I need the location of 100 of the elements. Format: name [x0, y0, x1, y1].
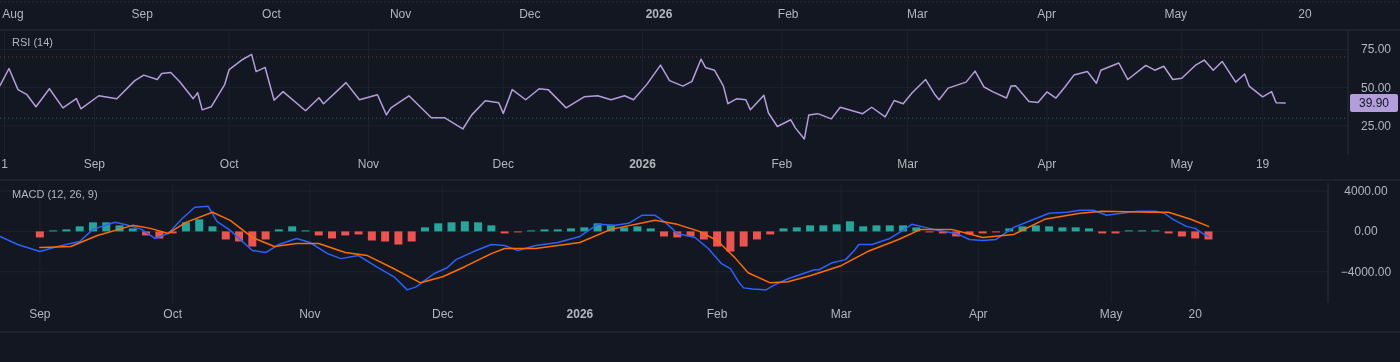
- y-tick-label: 4000.00: [1344, 184, 1389, 199]
- bar: [195, 219, 204, 232]
- bar: [580, 227, 589, 232]
- text: Apr: [1037, 7, 1056, 21]
- bar: [35, 231, 44, 238]
- x-tick-label: 2026: [566, 307, 594, 321]
- bar: [540, 229, 549, 232]
- bar: [633, 226, 642, 232]
- bar: [978, 231, 987, 234]
- bar: [660, 231, 668, 237]
- bar: [500, 231, 509, 234]
- bar: [367, 231, 376, 241]
- bar: [1098, 231, 1107, 234]
- bar: [434, 223, 443, 232]
- text: Sep: [131, 7, 154, 21]
- bar: [553, 229, 562, 232]
- bar: [460, 221, 469, 232]
- x-tick-label: Sep: [83, 157, 106, 171]
- bar: [314, 231, 323, 236]
- bar: [739, 231, 748, 247]
- bar: [1071, 227, 1080, 232]
- bar: [328, 231, 336, 239]
- text: Nov: [389, 7, 412, 21]
- bar: [845, 221, 854, 232]
- x-tick-label: Feb: [771, 157, 793, 171]
- text: 20: [1298, 7, 1312, 21]
- bar: [407, 231, 416, 242]
- x-tick-label: Mar: [897, 157, 918, 171]
- line-series: [0, 53, 1286, 140]
- x-tick-label: Dec: [431, 307, 454, 321]
- bar: [341, 231, 350, 236]
- x-tick-label: May: [1099, 307, 1123, 321]
- bar: [420, 227, 429, 232]
- bar: [646, 228, 655, 232]
- bar: [779, 228, 788, 232]
- x-tick-label: Feb: [706, 307, 728, 321]
- bar: [128, 228, 137, 232]
- x-tick-label: Oct: [163, 307, 183, 321]
- chart-title: RSI (14): [12, 36, 53, 48]
- bar: [1164, 231, 1173, 234]
- x-tick-label: May: [1170, 157, 1194, 171]
- text: May: [1164, 7, 1188, 21]
- bar: [792, 227, 801, 232]
- text: 39.90: [1358, 96, 1390, 111]
- y-tick-label: −4000.00: [1340, 264, 1392, 279]
- bar: [221, 231, 230, 240]
- y-tick-label: 50.00: [1360, 80, 1392, 95]
- bar: [1084, 228, 1093, 232]
- bar: [832, 224, 841, 232]
- text: Mar: [907, 7, 928, 21]
- x-tick-label: Mar: [830, 307, 852, 321]
- bar: [766, 231, 775, 235]
- bar: [1191, 231, 1200, 239]
- text: Aug: [2, 7, 24, 21]
- text: 2026: [645, 7, 673, 21]
- bar: [381, 231, 390, 242]
- bar: [261, 231, 270, 240]
- x-tick-label: 19: [1255, 157, 1270, 171]
- bar: [208, 226, 217, 232]
- text: Oct: [262, 7, 282, 21]
- x-tick-label: Apr: [968, 307, 988, 321]
- y-tick-label: 75.00: [1360, 42, 1392, 57]
- bar: [1111, 231, 1120, 234]
- bar: [447, 222, 456, 232]
- x-tick-label: Apr: [1037, 157, 1057, 171]
- bar: [75, 226, 84, 232]
- x-tick-label: 20: [1188, 307, 1203, 321]
- bar: [1058, 227, 1067, 232]
- bar: [354, 231, 363, 235]
- bar: [1177, 231, 1186, 237]
- bar: [1045, 226, 1054, 232]
- bar: [806, 225, 815, 232]
- line-series: [39, 210, 1210, 284]
- bar: [726, 231, 735, 252]
- bar: [274, 229, 283, 232]
- bar: [487, 225, 496, 232]
- x-tick-label: Sep: [29, 307, 51, 321]
- text: Dec: [519, 7, 541, 21]
- bar: [885, 225, 894, 232]
- bar: [62, 229, 71, 232]
- bar: [859, 226, 868, 232]
- x-tick-label: Nov: [357, 157, 380, 171]
- x-tick-label: Oct: [219, 157, 240, 171]
- bar: [288, 226, 297, 232]
- x-tick-label: 2026: [629, 157, 657, 171]
- bar: [872, 225, 881, 232]
- bar: [394, 231, 403, 245]
- x-tick-label: 1: [1, 157, 9, 171]
- bar: [819, 225, 828, 232]
- y-tick-label: 25.00: [1360, 118, 1392, 133]
- chart-title: MACD (12, 26, 9): [12, 188, 98, 200]
- bar: [474, 222, 483, 232]
- x-tick-label: Dec: [492, 157, 514, 171]
- line-series: [0, 205, 1210, 291]
- bar: [1031, 225, 1040, 232]
- y-tick-label: 0.00: [1354, 224, 1378, 239]
- x-tick-label: Nov: [299, 307, 321, 321]
- bar: [752, 231, 761, 240]
- text: Feb: [777, 7, 799, 21]
- bar: [567, 228, 576, 232]
